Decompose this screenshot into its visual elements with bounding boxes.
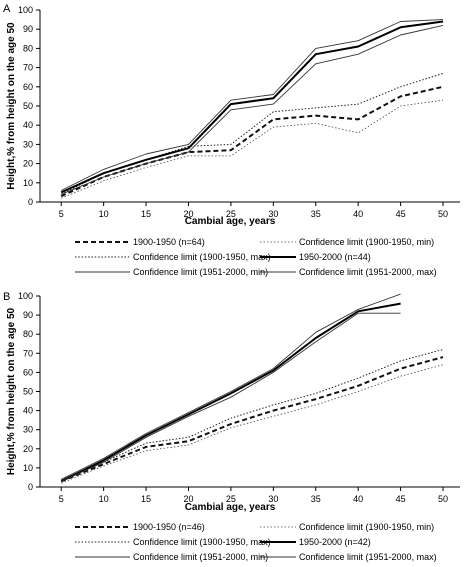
x-tick-label: 15 — [141, 494, 151, 504]
legend-item: Confidence limit (1900-1950, min) — [260, 522, 434, 532]
chart-panel-a: A 0 10 20 30 40 50 60 70 80 90 100 5 10 15 20 25 30 35 40 45… — [3, 3, 460, 277]
x-tick-label: 10 — [99, 209, 109, 219]
x-tick-label: 50 — [438, 494, 448, 504]
y-tick-label: 30 — [23, 425, 33, 435]
series-line-4 — [60, 302, 401, 483]
y-tick-label: 90 — [23, 24, 33, 34]
x-tick-label: 40 — [353, 209, 363, 219]
y-tick-label: 0 — [28, 482, 33, 492]
legend-label: Confidence limit (1900-1950, min) — [299, 237, 434, 247]
legend-label: Confidence limit (1900-1950, max) — [133, 537, 271, 547]
y-tick-label: 100 — [18, 291, 33, 301]
legend-item: Confidence limit (1900-1950, min) — [260, 237, 434, 247]
series-line-5 — [61, 312, 401, 482]
x-axis-title: Cambial age, years — [185, 216, 276, 227]
y-tick-label: 90 — [23, 310, 33, 320]
legend-item: Confidence limit (1951-2000, min) — [75, 552, 268, 562]
series-line-5 — [61, 24, 444, 195]
legend-label: Confidence limit (1900-1950, max) — [133, 252, 271, 262]
legend-label: Confidence limit (1951-2000, max) — [299, 552, 437, 562]
legend-item: 1900-1950 (n=64) — [75, 237, 205, 247]
y-tick-label: 60 — [23, 82, 33, 92]
y-tick-label: 80 — [23, 43, 33, 53]
y-tick-label: 70 — [23, 348, 33, 358]
legend-item: Confidence limit (1900-1950, max) — [75, 537, 271, 547]
legend-item: 1900-1950 (n=46) — [75, 522, 205, 532]
legend-label: 1950-2000 (n=44) — [299, 252, 371, 262]
legend-item: Confidence limit (1951-2000, max) — [260, 552, 437, 562]
series-line-4 — [60, 20, 444, 194]
x-tick-label: 45 — [396, 494, 406, 504]
x-tick-label: 5 — [59, 209, 64, 219]
legend: 1900-1950 (n=46) Confidence limit (1900-1… — [75, 522, 437, 562]
x-tick-label: 5 — [59, 494, 64, 504]
legend-item: Confidence limit (1951-2000, min) — [75, 267, 268, 277]
chart-panel-b: B 0 10 20 30 40 50 60 70 80 90 100 5 10 15 20 25 30 35 40 45… — [3, 291, 460, 562]
legend-item: Confidence limit (1951-2000, max) — [260, 267, 437, 277]
x-axis-title: Cambial age, years — [185, 502, 276, 513]
y-axis-title: Height,% from height on the age 50 — [6, 307, 17, 475]
legend-label: 1900-1950 (n=64) — [133, 237, 205, 247]
x-tick-label: 25 — [226, 209, 236, 219]
series-line-6 — [60, 19, 444, 191]
x-tick-label: 10 — [99, 494, 109, 504]
x-tick-label: 30 — [268, 494, 278, 504]
series-line-1 — [60, 356, 444, 483]
y-tick-label: 40 — [23, 406, 33, 416]
legend-label: Confidence limit (1951-2000, min) — [133, 267, 268, 277]
x-tick-label: 15 — [141, 209, 151, 219]
y-tick-label: 30 — [23, 139, 33, 149]
legend-label: Confidence limit (1951-2000, max) — [299, 267, 437, 277]
x-tick-label: 35 — [311, 209, 321, 219]
y-tick-label: 20 — [23, 444, 33, 454]
x-tick-label: 20 — [183, 209, 193, 219]
y-tick-label: 0 — [28, 197, 33, 207]
y-tick-label: 50 — [23, 101, 33, 111]
legend-item: Confidence limit (1900-1950, max) — [75, 252, 271, 262]
y-tick-label: 20 — [23, 159, 33, 169]
y-tick-label: 40 — [23, 120, 33, 130]
series-line-2 — [61, 99, 444, 199]
x-tick-label: 20 — [183, 494, 193, 504]
y-tick-label: 50 — [23, 387, 33, 397]
legend-label: Confidence limit (1900-1950, min) — [299, 522, 434, 532]
y-tick-label: 10 — [23, 178, 33, 188]
y-axis-title: Height,% from height on the age 50 — [6, 22, 17, 190]
series-line-1 — [60, 85, 444, 198]
x-tick-label: 40 — [353, 494, 363, 504]
series-line-6 — [61, 293, 401, 480]
x-tick-label: 50 — [438, 209, 448, 219]
legend-label: Confidence limit (1951-2000, min) — [133, 552, 268, 562]
y-tick-label: 70 — [23, 63, 33, 73]
y-tick-label: 10 — [23, 463, 33, 473]
x-tick-label: 45 — [396, 209, 406, 219]
panel-letter: A — [3, 3, 11, 15]
legend-item: 1950-2000 (n=42) — [260, 537, 371, 547]
y-tick-label: 80 — [23, 329, 33, 339]
legend-item: 1950-2000 (n=44) — [260, 252, 371, 262]
legend-label: 1900-1950 (n=46) — [133, 522, 205, 532]
series-line-3 — [61, 349, 444, 480]
y-tick-label: 100 — [18, 5, 33, 15]
y-tick-label: 60 — [23, 367, 33, 377]
legend-label: 1950-2000 (n=42) — [299, 537, 371, 547]
legend: 1900-1950 (n=64) Confidence limit (1900-1… — [75, 237, 437, 277]
x-tick-label: 35 — [311, 494, 321, 504]
x-tick-label: 25 — [226, 494, 236, 504]
x-tick-label: 30 — [268, 209, 278, 219]
panel-letter: B — [3, 291, 10, 303]
